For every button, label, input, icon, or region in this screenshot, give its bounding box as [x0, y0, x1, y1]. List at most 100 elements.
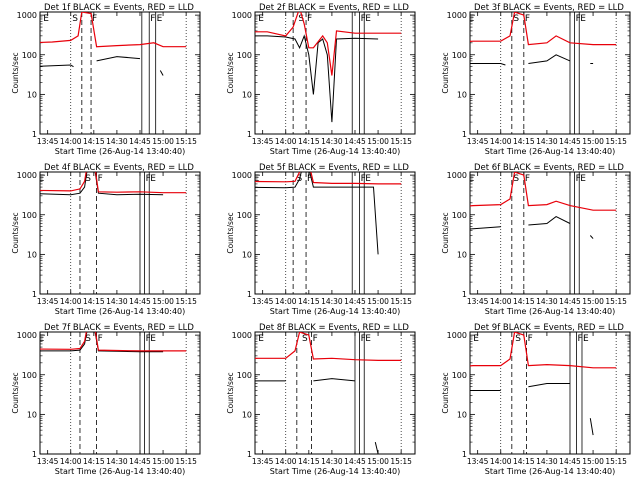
- marker-label-e: E: [39, 174, 45, 184]
- plot-frame: [469, 11, 631, 135]
- x-axis-label: Start Time (26-Aug-14 13:40:40): [55, 147, 186, 156]
- y-axis-label: Counts/sec: [226, 212, 235, 253]
- y-tick-label: 1: [247, 130, 252, 139]
- x-tick-label: 14:15: [83, 137, 105, 146]
- plot-frame: [39, 171, 201, 295]
- x-tick-label: 15:00: [582, 137, 604, 146]
- y-tick-label: 1000: [17, 11, 37, 20]
- y-tick-label: 100: [452, 371, 467, 380]
- panel-2: Det 2f BLACK = Events, RED = LLD 1 10 100 10…: [226, 3, 416, 156]
- y-tick-label: 10: [27, 90, 37, 99]
- marker-label-f: F: [525, 174, 530, 184]
- y-tick-label: 100: [452, 51, 467, 60]
- marker-label-e: E: [473, 334, 479, 344]
- y-axis-label: Counts/sec: [226, 52, 235, 93]
- marker-label-e2: E: [365, 174, 371, 184]
- plot-frame: [254, 11, 416, 135]
- x-tick-label: 14:00: [490, 457, 512, 466]
- x-tick-label: 14:00: [490, 297, 512, 306]
- y-tick-label: 1: [247, 290, 252, 299]
- x-tick-label: 14:30: [106, 457, 128, 466]
- marker-label-e2: E: [365, 334, 371, 344]
- x-axis-label: Start Time (26-Aug-14 13:40:40): [55, 467, 186, 476]
- x-tick-label: 15:00: [582, 457, 604, 466]
- y-tick-label: 10: [27, 410, 37, 419]
- x-tick-label: 15:15: [175, 457, 197, 466]
- x-tick-label: 15:00: [152, 457, 174, 466]
- x-tick-label: 15:00: [152, 297, 174, 306]
- x-tick-label: 14:30: [536, 297, 558, 306]
- panel-8: Det 8f BLACK = Events, RED = LLD 1 10 100 10…: [226, 323, 416, 476]
- marker-label-f: F: [98, 174, 103, 184]
- plot-frame: [39, 11, 201, 135]
- x-tick-label: 14:45: [344, 137, 366, 146]
- panel-title: Det 2f BLACK = Events, RED = LLD: [259, 3, 409, 13]
- x-axis-label: Start Time (26-Aug-14 13:40:40): [270, 467, 401, 476]
- x-tick-label: 15:15: [605, 137, 627, 146]
- y-axis-label: Counts/sec: [11, 52, 20, 93]
- panel-title: Det 9f BLACK = Events, RED = LLD: [474, 323, 624, 333]
- x-tick-label: 15:00: [367, 137, 389, 146]
- x-axis-label: Start Time (26-Aug-14 13:40:40): [270, 147, 401, 156]
- x-tick-label: 14:30: [536, 457, 558, 466]
- panel-1: Det 1f BLACK = Events, RED = LLD 1 10 100 10…: [11, 3, 201, 156]
- x-tick-label: 14:45: [559, 457, 581, 466]
- marker-label-s: S: [513, 14, 519, 24]
- x-tick-label: 15:15: [175, 137, 197, 146]
- y-tick-label: 10: [457, 410, 467, 419]
- series-lld-line: [470, 12, 617, 46]
- y-tick-label: 100: [22, 371, 37, 380]
- x-tick-label: 13:45: [37, 137, 59, 146]
- x-tick-label: 14:15: [513, 137, 535, 146]
- y-axis-label: Counts/sec: [226, 372, 235, 413]
- x-tick-label: 15:15: [175, 297, 197, 306]
- x-tick-label: 14:30: [536, 137, 558, 146]
- x-tick-label: 14:00: [275, 137, 297, 146]
- x-tick-label: 14:45: [129, 137, 151, 146]
- y-tick-label: 100: [237, 371, 252, 380]
- marker-label-f: F: [307, 174, 312, 184]
- y-tick-label: 1000: [447, 331, 467, 340]
- series-lld-line: [470, 332, 617, 369]
- marker-label-f: F: [92, 14, 97, 24]
- panel-title: Det 4f BLACK = Events, RED = LLD: [44, 163, 194, 173]
- x-tick-label: 13:45: [467, 457, 489, 466]
- panel-4: Det 4f BLACK = Events, RED = LLD 1 10 100 10…: [11, 163, 201, 316]
- plot-frame: [254, 331, 416, 455]
- x-axis-label: Start Time (26-Aug-14 13:40:40): [485, 307, 616, 316]
- series-events-line: [40, 56, 164, 76]
- x-tick-label: 14:15: [513, 297, 535, 306]
- marker-label-f2: F: [361, 174, 366, 184]
- series-lld-line: [40, 12, 187, 48]
- marker-label-s: S: [302, 334, 308, 344]
- series-lld-line: [40, 332, 187, 352]
- x-tick-label: 14:15: [83, 457, 105, 466]
- y-axis-label: Counts/sec: [11, 372, 20, 413]
- x-tick-label: 13:45: [252, 457, 274, 466]
- y-tick-label: 100: [22, 51, 37, 60]
- series-lld-line: [255, 172, 402, 185]
- x-tick-label: 15:15: [390, 457, 412, 466]
- marker-label-f: F: [98, 334, 103, 344]
- marker-label-f2: F: [576, 14, 581, 24]
- x-tick-label: 15:00: [367, 297, 389, 306]
- y-axis-label: Counts/sec: [11, 212, 20, 253]
- y-tick-label: 100: [452, 211, 467, 220]
- panel-title: Det 3f BLACK = Events, RED = LLD: [474, 3, 624, 13]
- y-axis-label: Counts/sec: [441, 212, 450, 253]
- marker-label-f: F: [313, 334, 318, 344]
- panel-5: Det 5f BLACK = Events, RED = LLD 1 10 100 10…: [226, 163, 416, 316]
- x-tick-label: 15:00: [582, 297, 604, 306]
- marker-label-f2: F: [361, 14, 366, 24]
- series-events-line: [40, 172, 164, 196]
- x-tick-label: 14:15: [298, 457, 320, 466]
- panel-title: Det 1f BLACK = Events, RED = LLD: [44, 3, 194, 13]
- x-tick-label: 14:45: [559, 137, 581, 146]
- marker-label-e2: E: [365, 14, 371, 24]
- x-tick-label: 14:15: [298, 297, 320, 306]
- x-tick-label: 14:45: [129, 297, 151, 306]
- marker-label-e2: E: [150, 334, 156, 344]
- marker-label-e2: E: [150, 174, 156, 184]
- marker-label-e: E: [39, 334, 45, 344]
